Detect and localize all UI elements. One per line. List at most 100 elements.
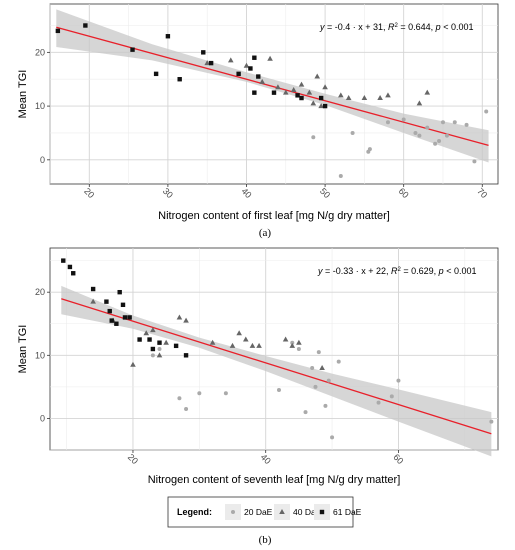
panel-b-point-square xyxy=(67,264,73,270)
panel-b-point-circle xyxy=(326,378,331,383)
panel-b-point-square xyxy=(173,343,179,349)
panel-b-grid xyxy=(50,248,498,451)
panel-b-x-tick-label: 60 xyxy=(391,452,405,466)
legend-items: 20 DaE 40 DaE 61 DaE xyxy=(225,504,362,520)
panel-a-x-tick-label: 20 xyxy=(82,186,96,200)
panel-a-point-circle xyxy=(350,130,355,135)
panel-b-point-square xyxy=(150,346,156,352)
panel-b-point-triangle xyxy=(150,327,156,333)
panel-a-eq-r2: = 0.644, xyxy=(398,22,436,32)
panel-a-eq-y: y xyxy=(319,22,325,32)
panel-b-point-circle xyxy=(336,359,341,364)
panel-a-point-circle xyxy=(484,109,489,114)
panel-b-point-circle xyxy=(489,419,494,424)
panel-b-point-triangle xyxy=(143,330,150,336)
panel-b-point-circle xyxy=(303,410,308,415)
panel-a-point-circle xyxy=(464,122,469,127)
panel-b-eq-sup: 2 xyxy=(398,267,402,273)
panel-a-point-triangle xyxy=(322,84,328,90)
panel-a-point-circle xyxy=(385,120,390,125)
panel-b-point-triangle xyxy=(242,336,249,342)
panel-b-regression-line xyxy=(61,298,492,435)
panel-a-point-circle xyxy=(452,120,457,125)
panel-a-eq-sup: 2 xyxy=(395,23,399,29)
legend-item-label: 20 DaE xyxy=(244,507,273,517)
panel-b-point-circle xyxy=(313,384,318,389)
panel-b-eq-r2: = 0.629, xyxy=(401,266,439,276)
panel-b-point-square xyxy=(183,353,189,358)
panel-a-point-triangle xyxy=(345,95,352,101)
panel-a-point-square xyxy=(271,90,277,95)
panel-a-point-square xyxy=(236,71,241,77)
panel-a-point-circle xyxy=(440,120,445,125)
panel-a-point-circle xyxy=(437,139,442,144)
panel-b-point-circle xyxy=(376,400,381,405)
panel-a-point-triangle xyxy=(338,92,344,98)
panel-a-point-circle xyxy=(413,130,418,135)
panel-b-point-triangle xyxy=(90,298,96,304)
panel-a-point-triangle xyxy=(318,103,324,109)
panel-a-regression-line xyxy=(56,26,489,147)
legend-key-circle xyxy=(231,510,235,514)
panel-b-point-square xyxy=(120,302,126,308)
panel-b-point-square xyxy=(147,337,152,342)
panel-b-point-triangle xyxy=(249,342,256,348)
panel-b-point-square xyxy=(61,258,66,263)
panel-a-point-triangle xyxy=(416,100,423,106)
panel-b-y-tick-label: 20 xyxy=(35,287,45,297)
panel-a-y-tick-label: 20 xyxy=(35,47,45,57)
panel-a-eq-pval: < 0.001 xyxy=(441,22,474,32)
panel-b-point-circle xyxy=(150,353,155,358)
panel-a-grid xyxy=(49,4,498,184)
panel-a-point-triangle xyxy=(275,84,281,90)
panel-b-eq-r: R xyxy=(391,266,398,276)
panel-b-point-circle xyxy=(396,378,401,383)
panel-a-point-square xyxy=(201,50,206,55)
panel-a-point-circle xyxy=(444,133,449,138)
panel-b-point-circle xyxy=(177,396,182,401)
panel-b-point-triangle xyxy=(236,330,242,336)
panel-a-point-circle xyxy=(433,141,438,146)
panel-b-chart: 20 40 60 0 10 20 y = -0.33 · x + 22, R2 = 0.6… xyxy=(17,247,499,486)
panel-a-point-square xyxy=(153,71,159,77)
panel-b-eq-pval: < 0.001 xyxy=(444,266,477,276)
panel-a-point-square xyxy=(208,60,214,66)
panel-a-point-square xyxy=(130,47,135,52)
panel-a-point-triangle xyxy=(377,95,383,101)
panel-b-point-circle xyxy=(197,391,202,396)
panel-b-points xyxy=(61,258,494,440)
panel-a-point-triangle xyxy=(267,55,273,61)
panel-a-point-square xyxy=(177,77,182,82)
panel-a-point-triangle xyxy=(385,92,391,98)
panel-a-point-square xyxy=(248,66,253,71)
panel-a-point-triangle xyxy=(290,86,297,92)
panel-a-point-square xyxy=(322,103,328,109)
legend-item-label: 40 DaE xyxy=(293,507,322,517)
panel-a-label: (a) xyxy=(259,227,272,239)
panel-b-point-triangle xyxy=(209,339,216,345)
panel-b-eq-body: = -0.33 · x + 22, xyxy=(323,266,392,276)
panel-b-point-square xyxy=(114,321,119,326)
panel-b-point-square xyxy=(137,337,142,342)
panel-b-point-triangle xyxy=(156,352,163,358)
panel-a-point-triangle xyxy=(298,81,305,87)
panel-b-point-triangle xyxy=(296,339,302,345)
panel-b-band-shape xyxy=(61,285,492,457)
legend-item-label: 61 DaE xyxy=(333,507,362,517)
panel-b-point-square xyxy=(90,286,96,292)
panel-a-point-triangle xyxy=(306,89,313,95)
panel-a-point-triangle xyxy=(259,78,266,84)
panel-a-x-tick-label: 70 xyxy=(475,186,489,200)
panel-b-equation: y = -0.33 · x + 22, R2 = 0.629, p < 0.00… xyxy=(317,266,476,276)
panel-b-x-tick-label: 20 xyxy=(126,452,140,466)
panel-a-point-circle xyxy=(417,133,422,138)
legend-title: Legend: xyxy=(177,507,212,517)
panel-a-point-circle xyxy=(367,147,372,152)
panel-a-point-triangle xyxy=(314,73,321,79)
panel-b-label: (b) xyxy=(259,534,272,546)
panel-a-x-label: Nitrogen content of first leaf [mg N/g d… xyxy=(158,210,390,222)
panel-a-point-circle xyxy=(472,159,477,164)
panel-b-point-circle xyxy=(316,350,321,355)
panel-a-x-tick-label: 40 xyxy=(239,186,253,200)
panel-a-point-square xyxy=(83,23,88,28)
